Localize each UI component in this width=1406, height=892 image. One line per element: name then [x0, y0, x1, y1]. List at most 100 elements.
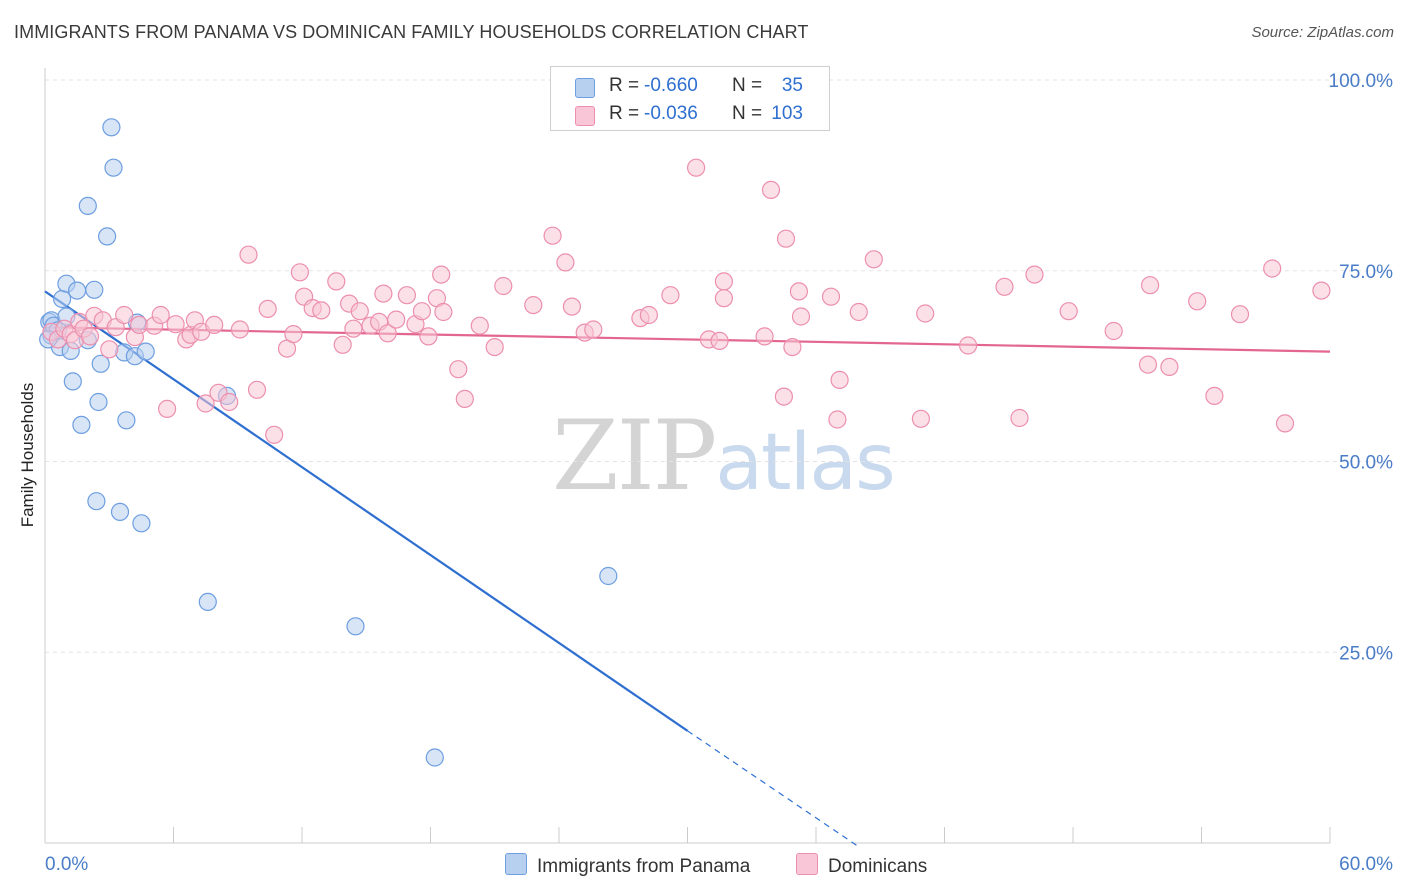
dominicans-point: [1138, 355, 1158, 374]
dominicans-point: [327, 272, 346, 291]
dominicans-point: [556, 253, 575, 272]
panama-point: [110, 502, 130, 521]
dominicans-point: [196, 394, 215, 413]
dominicans-point: [1263, 259, 1282, 278]
trend-lines: [44, 290, 1331, 848]
dominicans-point: [584, 320, 603, 339]
dominicans-point: [1275, 414, 1295, 433]
panama-point: [89, 392, 108, 412]
dominicans-point: [828, 410, 847, 429]
dominicans-point: [776, 229, 796, 248]
dominicans-point: [783, 338, 802, 357]
dominicans-point: [387, 310, 406, 329]
panama-swatch: [575, 78, 595, 98]
dominicans-point: [397, 286, 416, 305]
dominicans-point: [789, 282, 809, 301]
dominicans-point: [1312, 281, 1331, 300]
dominicans-point: [290, 263, 309, 282]
r-value: -0.036: [644, 103, 698, 124]
dominicans-point: [958, 336, 978, 355]
dominicans-point: [378, 324, 397, 343]
dominicans-point: [412, 302, 431, 321]
dominicans-point: [755, 327, 774, 346]
legend-item-panama[interactable]: Immigrants from Panama: [505, 853, 750, 878]
n-label: N =: [732, 103, 763, 124]
axes: [44, 68, 1331, 844]
dominicans-point: [470, 316, 489, 335]
dominicans-point: [1140, 276, 1160, 295]
dominicans-point: [115, 305, 134, 325]
panama-point: [425, 748, 444, 767]
panama-point: [78, 196, 97, 215]
dominicans-point: [151, 305, 170, 325]
dominicans-point: [686, 158, 706, 177]
y-axis-label: Family Households: [18, 382, 37, 528]
x-tick-label-max: 60.0%: [1339, 854, 1393, 875]
panama-point: [117, 411, 136, 430]
dominicans-point: [166, 315, 185, 334]
panama-point: [198, 592, 217, 612]
dominicans-point: [350, 302, 369, 321]
dominicans-point: [995, 277, 1014, 296]
legend-label-panama: Immigrants from Panama: [537, 856, 751, 877]
dominicans-point: [434, 302, 453, 322]
dominicans-point: [1188, 292, 1207, 311]
dominicans-point: [821, 287, 841, 306]
legend-label-dominicans: Dominicans: [828, 856, 928, 877]
dominicans-point: [100, 340, 119, 359]
dominicans-point: [1059, 302, 1078, 321]
stats-legend: R = -0.660 N = 35 R = -0.036 N = 103: [550, 66, 830, 131]
panama-point: [72, 415, 91, 434]
panama-point: [97, 227, 117, 246]
panama-point: [132, 514, 151, 533]
dominicans-point: [265, 425, 284, 444]
dominicans-point: [911, 409, 931, 428]
stats-legend-row-panama: R = -0.660 N = 35: [551, 73, 829, 101]
y-tick-label: 25.0%: [1339, 643, 1393, 664]
panama-point: [52, 289, 72, 309]
dominicans-point: [639, 305, 659, 325]
panama-legend-swatch: [505, 853, 527, 875]
dominicans-point: [205, 315, 224, 334]
watermark: ZIPatlas: [552, 400, 896, 512]
dominicans-point: [374, 284, 393, 303]
dominicans-point: [1104, 321, 1123, 341]
dominicans-point: [485, 338, 504, 357]
r-value: -0.660: [644, 75, 698, 96]
dominicans-point: [714, 289, 734, 308]
n-value: 35: [781, 75, 803, 96]
dominicans-point: [849, 302, 868, 322]
dominicans-point: [562, 297, 582, 316]
r-label: R =: [609, 103, 640, 124]
dominicans-point: [80, 327, 100, 346]
dominicans-point: [1205, 386, 1224, 405]
watermark-zip: ZIP: [552, 400, 717, 512]
panama-point: [104, 158, 123, 177]
dominicans-point: [258, 299, 277, 318]
n-label: N =: [732, 75, 763, 96]
dominicans-point: [247, 380, 267, 399]
dominicans-point: [524, 296, 543, 315]
dominicans-point: [791, 307, 811, 326]
panama-point: [85, 280, 104, 299]
dominicans-point: [158, 399, 177, 418]
dominicans-point: [284, 325, 303, 344]
dominicans-point: [230, 320, 249, 339]
dominicans-point: [1160, 357, 1179, 376]
panama-point: [102, 118, 121, 137]
panama-point: [63, 372, 82, 391]
dominicans-point: [432, 265, 451, 284]
n-value: 103: [771, 103, 803, 124]
dominicans-point: [455, 389, 474, 408]
dominicans-point: [333, 335, 352, 354]
dominicans-point: [1230, 305, 1250, 324]
dominicans-point: [449, 360, 468, 379]
y-tick-label: 75.0%: [1339, 262, 1393, 283]
stats-legend-row-dominicans: R = -0.036 N = 103: [551, 101, 829, 129]
legend-item-dominicans[interactable]: Dominicans: [796, 853, 927, 878]
dominicans-point: [714, 272, 734, 291]
panama-trend-line: [44, 290, 689, 732]
dominicans-point: [864, 250, 883, 269]
panama-trend-extension: [687, 730, 860, 848]
